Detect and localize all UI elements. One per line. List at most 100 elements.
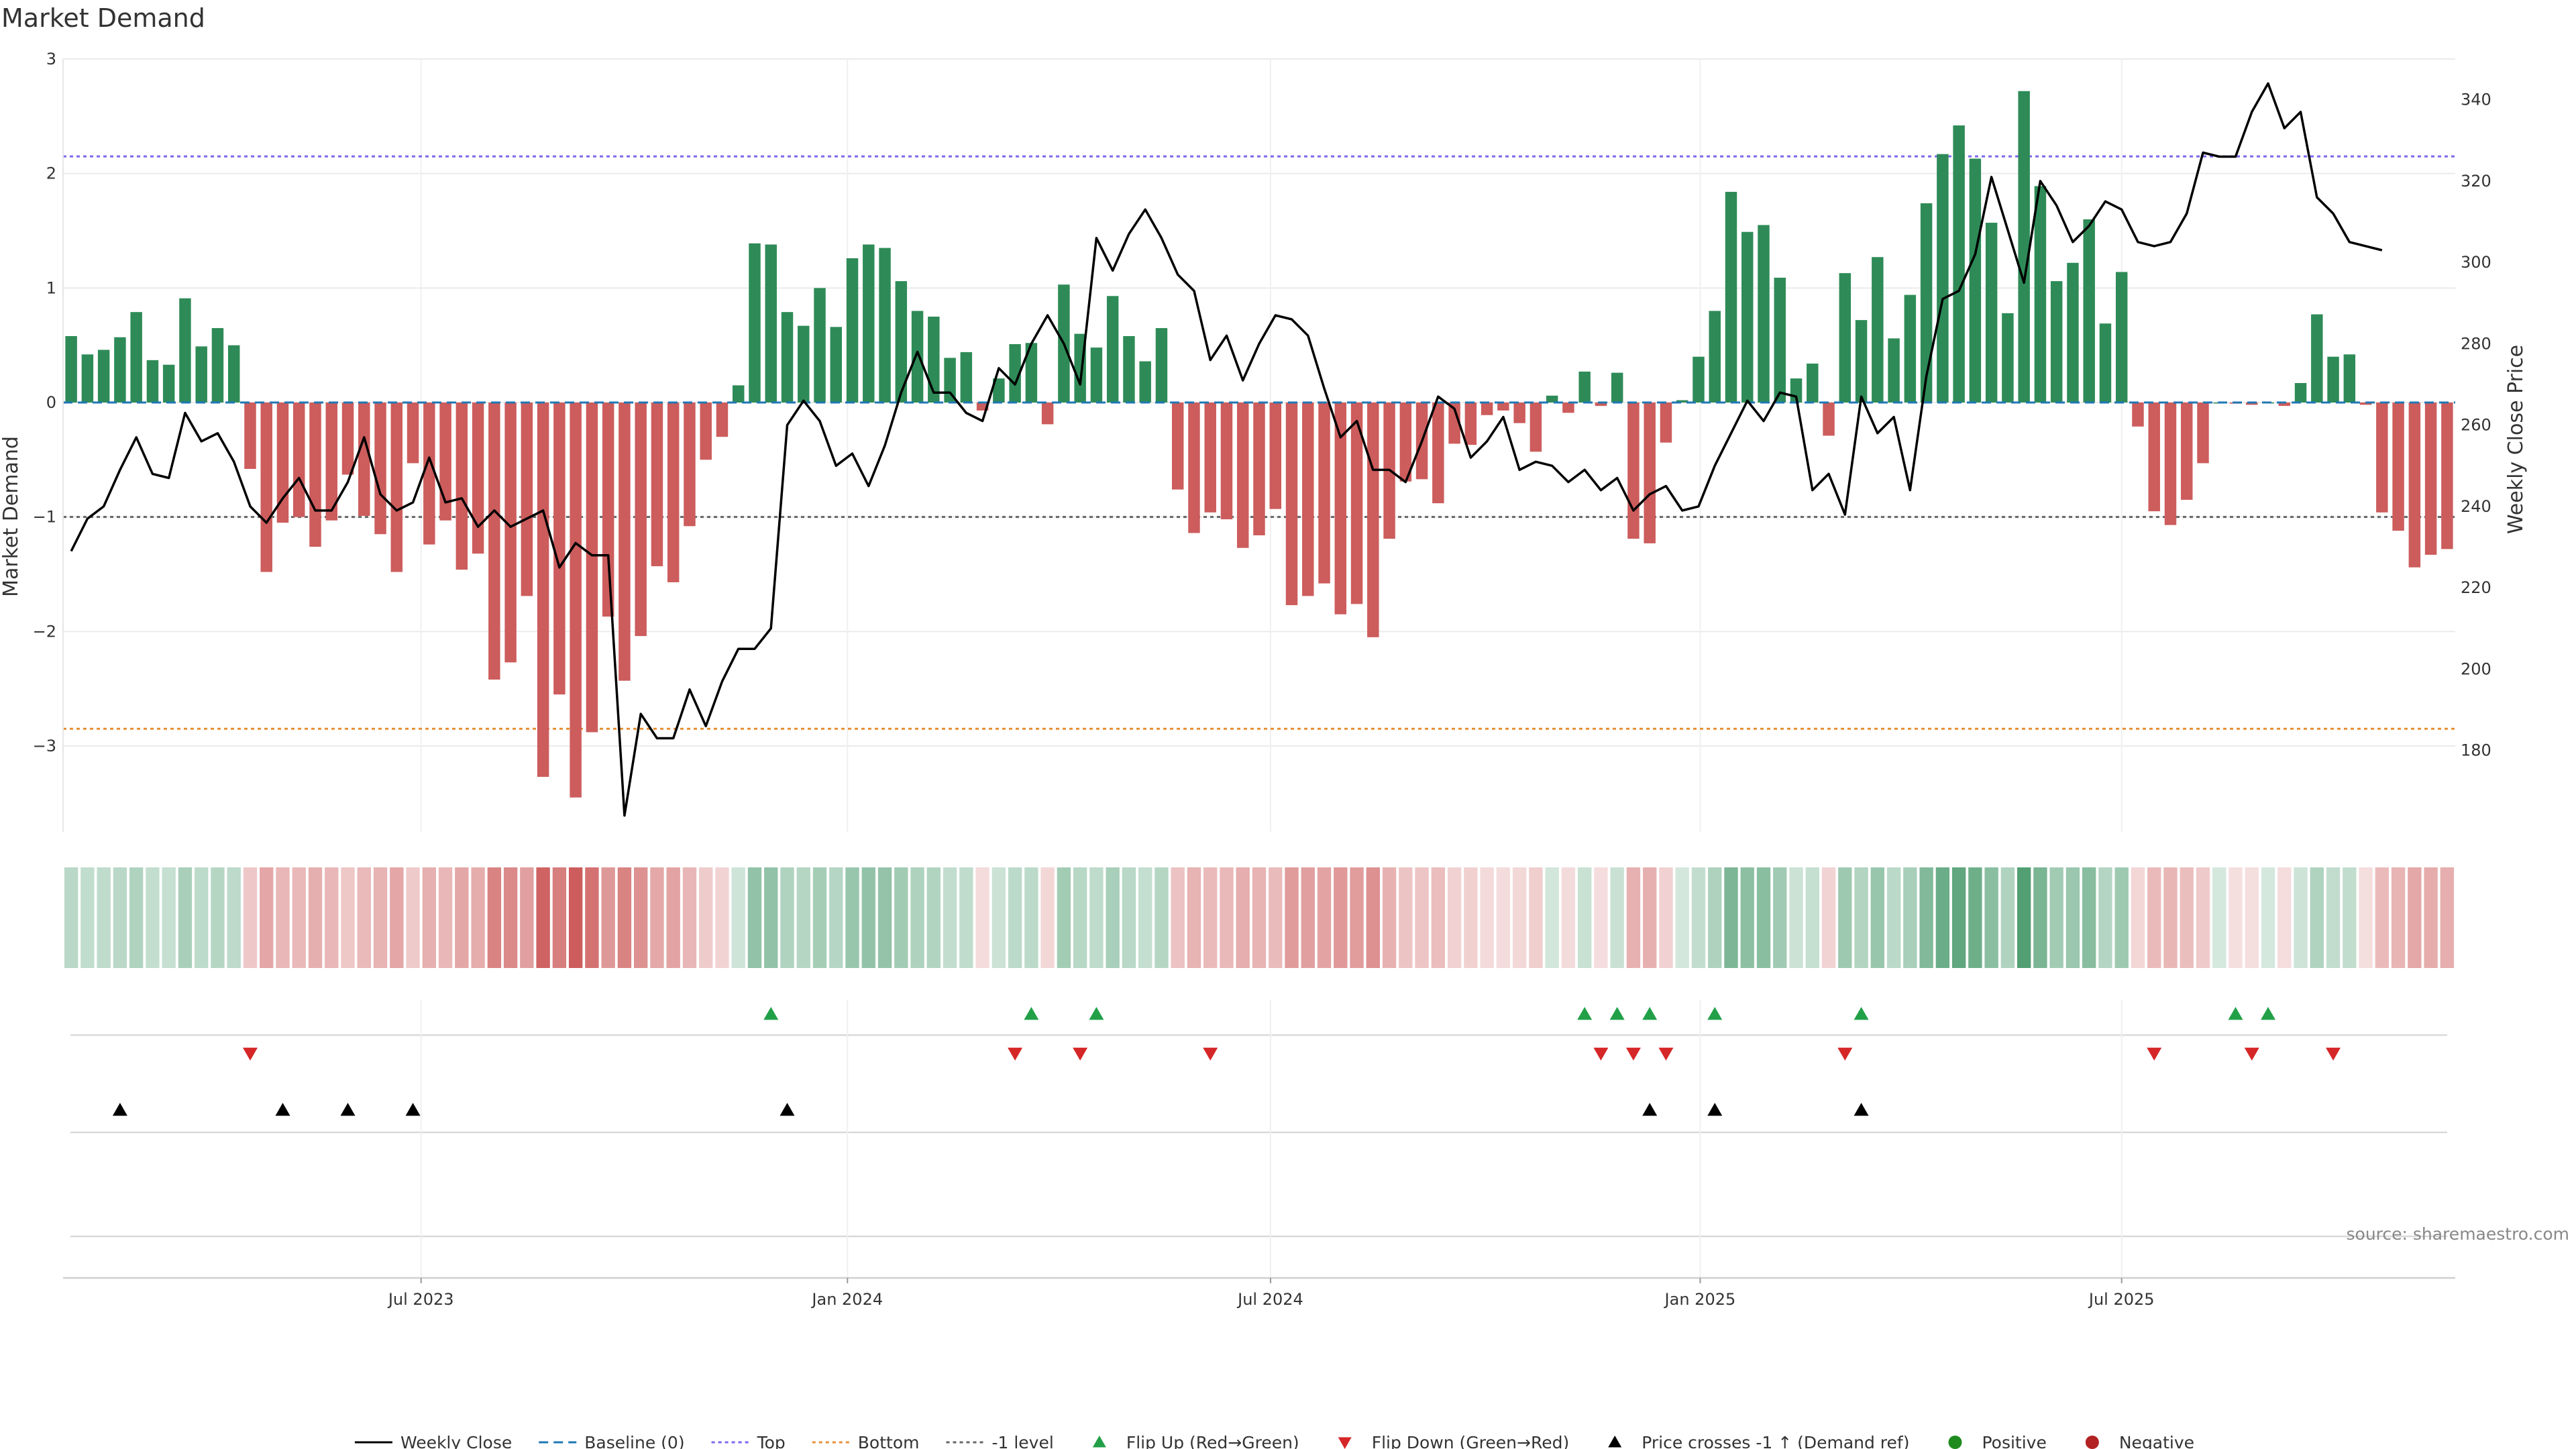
demand-bar — [602, 402, 614, 617]
heat-cell — [2131, 867, 2145, 968]
heat-cell — [2163, 867, 2178, 968]
demand-bar — [1123, 336, 1135, 402]
heat-cell — [861, 867, 875, 968]
heat-cell — [292, 867, 306, 968]
demand-bar — [2034, 186, 2047, 402]
heat-cell — [1968, 867, 1982, 968]
flip-down-marker — [1073, 1047, 1088, 1061]
heat-cell — [1756, 867, 1771, 968]
heat-cell — [1984, 867, 1998, 968]
heat-cell — [2359, 867, 2373, 968]
heat-cell — [682, 867, 697, 968]
demand-bar — [553, 402, 566, 695]
heat-cell — [2310, 867, 2324, 968]
demand-bar — [732, 385, 745, 402]
demand-bar — [227, 345, 240, 402]
legend-item: Weekly Close — [354, 1433, 512, 1449]
heat-cell — [1951, 867, 1966, 968]
heat-cell — [1350, 867, 1364, 968]
heat-cell — [1919, 867, 1933, 968]
flip-up-marker — [2228, 1007, 2243, 1020]
heat-cell — [1431, 867, 1446, 968]
demand-bar — [814, 288, 826, 402]
heat-cell — [1854, 867, 1868, 968]
demand-bar — [472, 402, 484, 554]
demand-bar — [1041, 402, 1054, 425]
heat-cell — [129, 867, 144, 968]
demand-bar — [390, 402, 403, 572]
heat-cell — [1708, 867, 1722, 968]
demand-bar — [570, 402, 582, 798]
heat-cell — [276, 867, 290, 968]
demand-bar — [1237, 402, 1249, 548]
heat-cell — [195, 867, 209, 968]
demand-bar — [1106, 296, 1119, 402]
demand-bar — [2083, 219, 2095, 402]
demand-bar — [1155, 328, 1168, 402]
heat-cell — [455, 867, 469, 968]
legend-swatch — [1608, 1436, 1622, 1448]
heat-cell — [1203, 867, 1218, 968]
demand-bar — [2018, 91, 2030, 402]
heat-cell — [2049, 867, 2063, 968]
flip-down-marker — [2326, 1047, 2341, 1061]
demand-bar — [1969, 158, 1982, 403]
demand-bar — [1497, 402, 1509, 411]
legend-label: Bottom — [858, 1433, 920, 1449]
heat-cell — [1691, 867, 1706, 968]
heat-cell — [1269, 867, 1283, 968]
demand-bar — [211, 328, 224, 402]
y-left-tick-label: −2 — [33, 622, 56, 641]
heat-cell — [1935, 867, 1950, 968]
heat-cell — [1561, 867, 1576, 968]
heat-cell — [1838, 867, 1852, 968]
heat-cell — [1252, 867, 1267, 968]
demand-bar — [358, 402, 370, 516]
heat-cell — [1886, 867, 1901, 968]
legend-swatch — [2085, 1436, 2099, 1449]
demand-bar — [635, 402, 647, 637]
x-tick-label: Jul 2024 — [1236, 1290, 1303, 1309]
heat-cell — [1821, 867, 1836, 968]
demand-bar — [1220, 402, 1233, 520]
demand-bar — [2343, 354, 2356, 402]
demand-bar — [244, 402, 256, 469]
price-cross-marker — [340, 1103, 356, 1116]
demand-bar — [1285, 402, 1298, 606]
heat-cell — [1773, 867, 1787, 968]
heat-cell — [2408, 867, 2422, 968]
heat-cell — [877, 867, 892, 968]
demand-heat-strip — [64, 867, 2455, 968]
legend-item: Bottom — [812, 1433, 920, 1449]
demand-bar — [798, 325, 810, 402]
demand-bar — [1627, 402, 1640, 539]
heat-cell — [1220, 867, 1234, 968]
demand-bar — [700, 402, 712, 460]
heat-cell — [1138, 867, 1152, 968]
flip-down-marker — [1837, 1047, 1853, 1061]
heat-cell — [1805, 867, 1819, 968]
heat-cell — [1399, 867, 1413, 968]
demand-bar — [667, 402, 680, 582]
heat-cell — [1675, 867, 1689, 968]
heat-cell — [991, 867, 1006, 968]
legend-item: Top — [711, 1433, 786, 1449]
demand-bar — [1025, 343, 1038, 402]
demand-bar — [1204, 402, 1216, 513]
heat-cell — [2277, 867, 2292, 968]
weekly-close-line-group — [70, 82, 2383, 817]
heat-cell — [1594, 867, 1608, 968]
heat-cell — [1545, 867, 1559, 968]
demand-bar — [1872, 257, 1884, 402]
heat-cell — [162, 867, 176, 968]
heat-cell — [2065, 867, 2080, 968]
heat-cell — [80, 867, 95, 968]
heat-cell — [2343, 867, 2357, 968]
heat-cell — [373, 867, 388, 968]
price-cross-marker — [780, 1103, 795, 1116]
flip-down-marker — [242, 1047, 258, 1061]
heat-cell — [2326, 867, 2341, 968]
heat-cell — [975, 867, 989, 968]
demand-bar — [911, 311, 924, 402]
demand-bar — [2002, 313, 2014, 402]
